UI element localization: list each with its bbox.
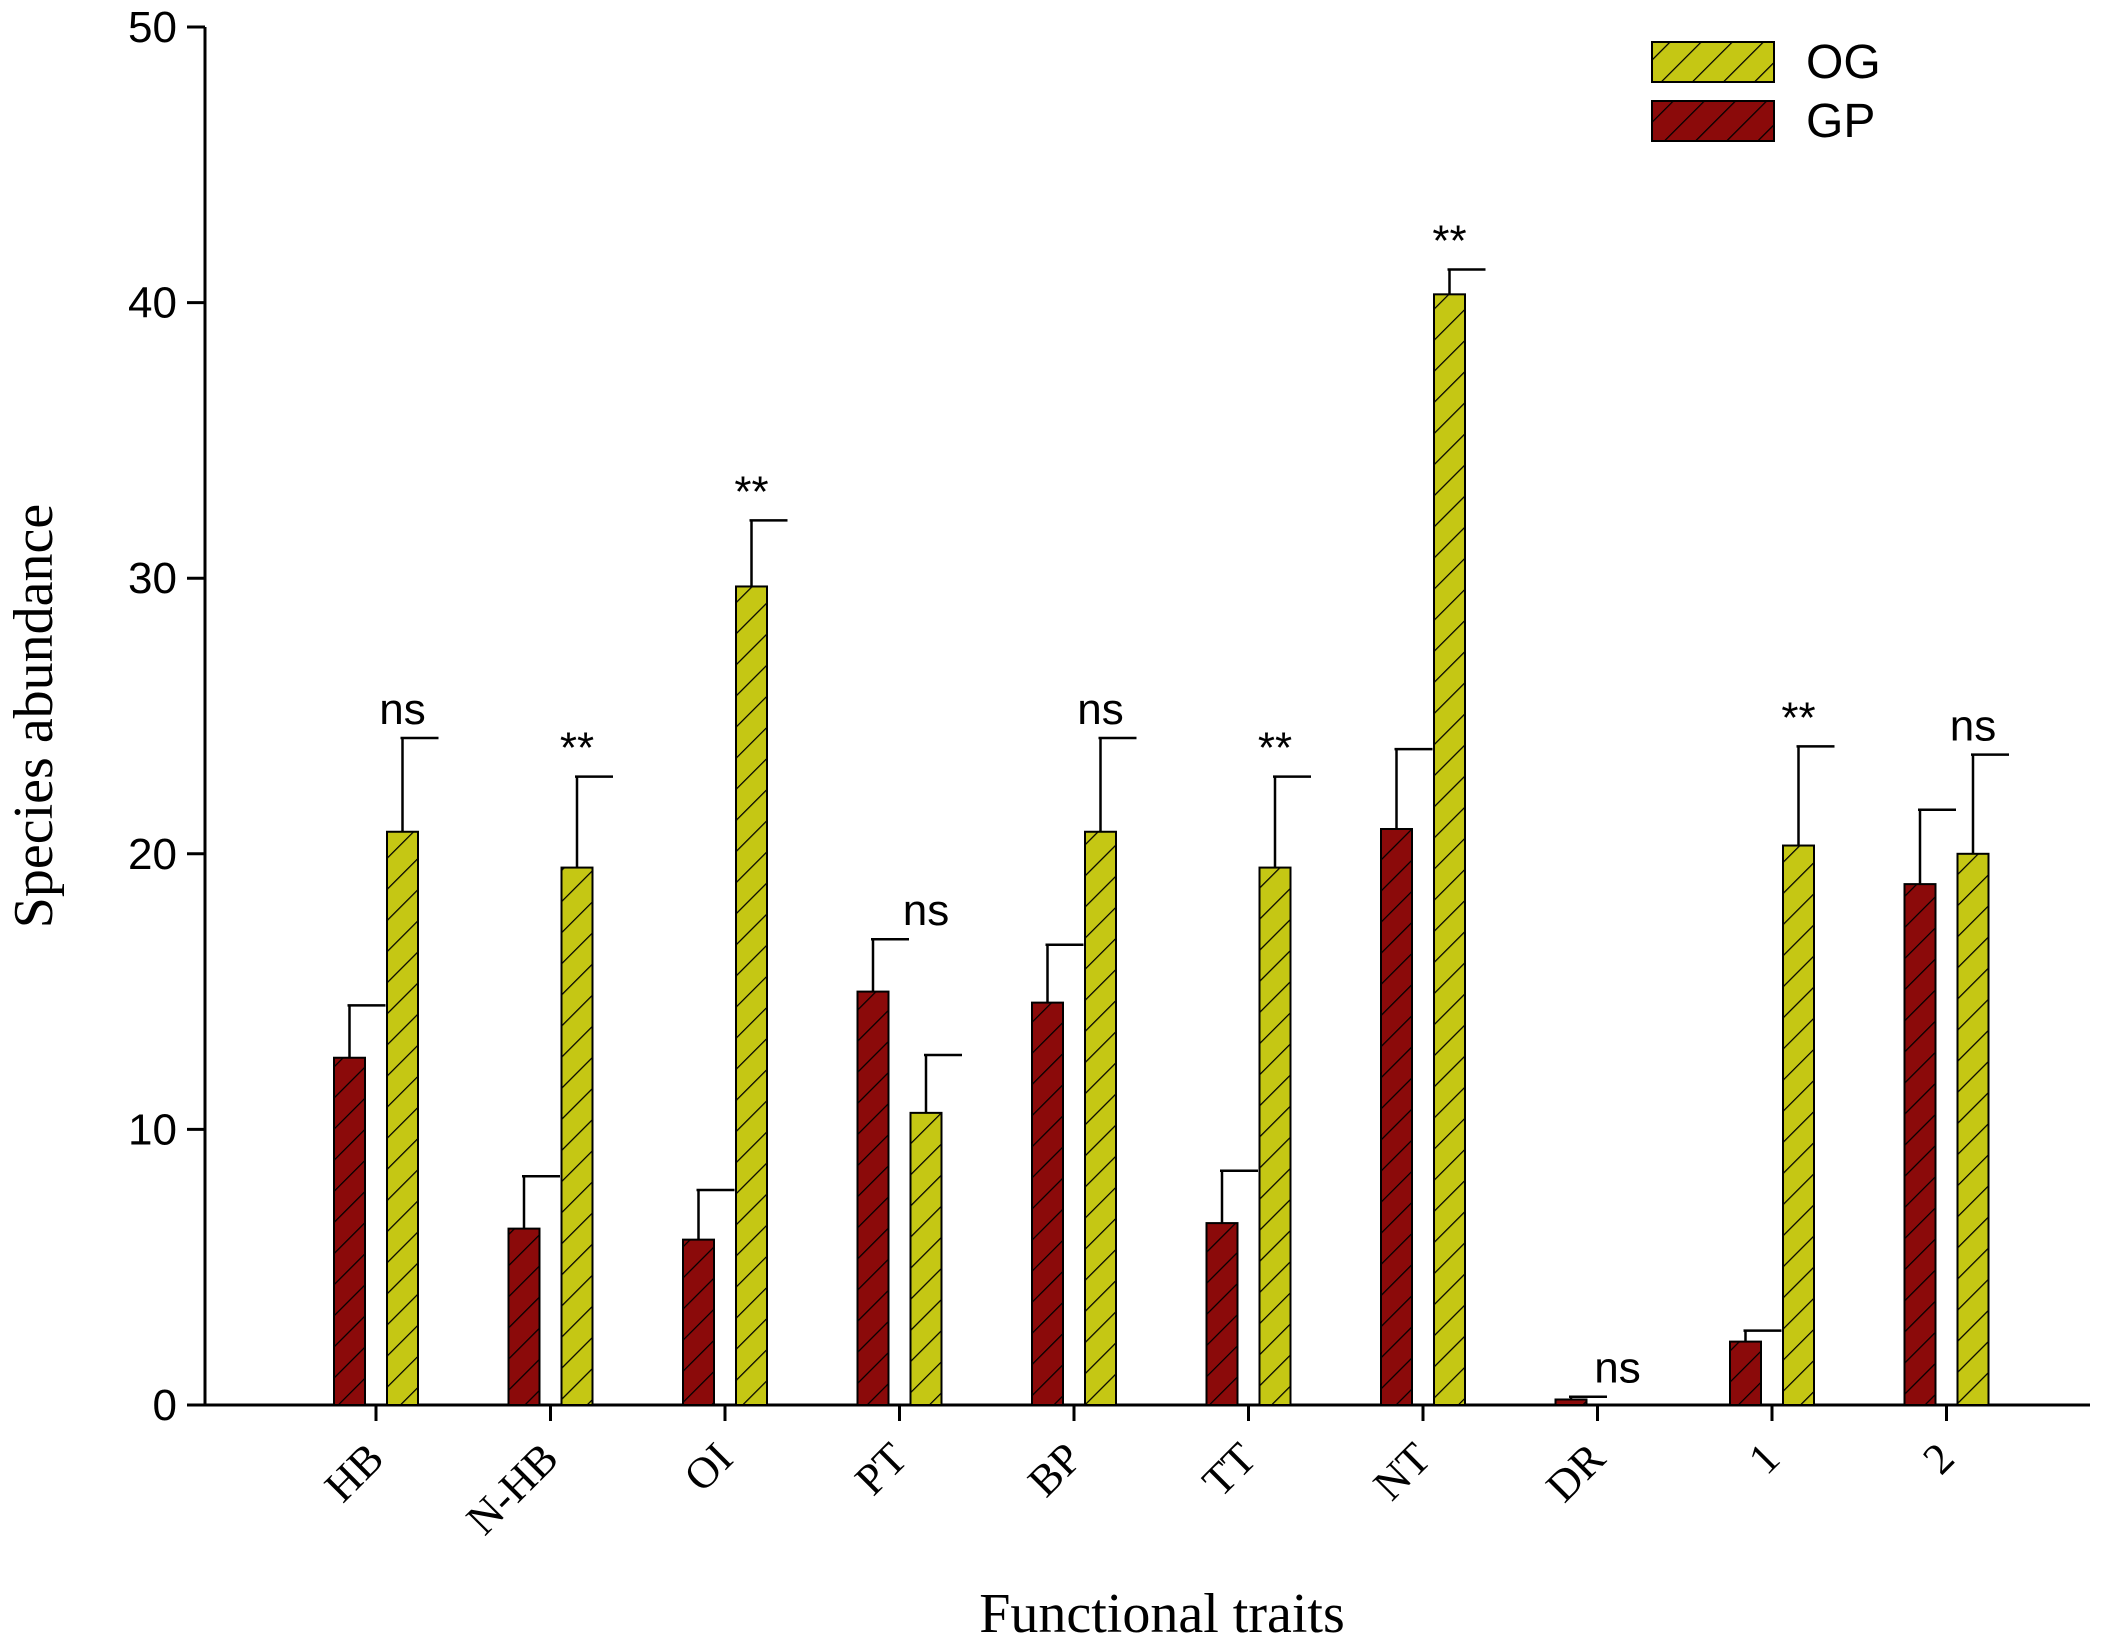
- x-tick-label: NT: [1364, 1433, 1440, 1509]
- significance-label: ns: [1077, 685, 1123, 734]
- significance-label: ns: [903, 886, 949, 935]
- bar-gp-2: [682, 1238, 715, 1407]
- labels: ns HB ** N-HB ** OI ns PT ns BP ** TT ** NT ns DR ** 1 ns 2…: [3, 217, 1996, 1645]
- bar-gp-7: [1554, 1398, 1588, 1407]
- significance-label: **: [1258, 724, 1292, 773]
- bar-og-3: [909, 1111, 943, 1406]
- bars: [333, 268, 2009, 1407]
- bar-gp-8: [1729, 1340, 1762, 1407]
- bar-og-5: [1258, 866, 1292, 1406]
- bar-og-6: [1433, 293, 1466, 1406]
- y-tick-label: 10: [128, 1105, 177, 1154]
- bar-og-9: [1956, 852, 1990, 1406]
- x-tick-label: OI: [675, 1433, 742, 1500]
- x-tick-label: 1: [1739, 1433, 1789, 1483]
- bar-og-4: [1084, 830, 1117, 1406]
- significance-label: **: [1432, 217, 1466, 266]
- bar-gp-3: [856, 990, 890, 1406]
- significance-label: ns: [1594, 1344, 1640, 1393]
- y-tick-label: 50: [128, 3, 177, 52]
- x-tick-label: BP: [1018, 1433, 1091, 1506]
- bar-gp-6: [1380, 827, 1413, 1406]
- bar-gp-1: [507, 1227, 541, 1406]
- legend-label-gp: GP: [1806, 95, 1875, 148]
- x-tick-label: PT: [846, 1433, 917, 1504]
- legend: OG GP: [1651, 36, 1881, 148]
- significance-label: ns: [1950, 702, 1996, 751]
- y-tick-label: 30: [128, 554, 177, 603]
- bar-gp-5: [1205, 1222, 1239, 1406]
- bar-gp-0: [333, 1056, 366, 1407]
- significance-label: **: [560, 724, 594, 773]
- bar-og-1: [560, 866, 594, 1406]
- bar-og-0: [386, 830, 419, 1406]
- legend-swatch-og: [1651, 41, 1775, 83]
- x-tick-label: TT: [1193, 1433, 1266, 1506]
- bar-gp-9: [1903, 883, 1937, 1406]
- bar-og-2: [735, 585, 768, 1406]
- x-tick-label: N-HB: [457, 1433, 568, 1544]
- bar-gp-4: [1031, 1001, 1064, 1407]
- bar-og-8: [1782, 844, 1815, 1406]
- x-axis-title: Functional traits: [979, 1583, 1345, 1645]
- legend-label-og: OG: [1806, 36, 1881, 89]
- y-tick-label: 0: [153, 1381, 177, 1430]
- y-tick-label: 20: [128, 830, 177, 879]
- legend-swatch-gp: [1651, 100, 1775, 142]
- significance-label: **: [734, 467, 768, 516]
- x-tick-label: HB: [315, 1433, 393, 1511]
- x-tick-label: DR: [1537, 1433, 1615, 1511]
- y-axis-title: Species abundance: [3, 504, 65, 928]
- y-tick-label: 40: [128, 279, 177, 328]
- x-tick-label: 2: [1913, 1433, 1963, 1483]
- significance-label: ns: [379, 685, 425, 734]
- significance-label: **: [1781, 693, 1815, 742]
